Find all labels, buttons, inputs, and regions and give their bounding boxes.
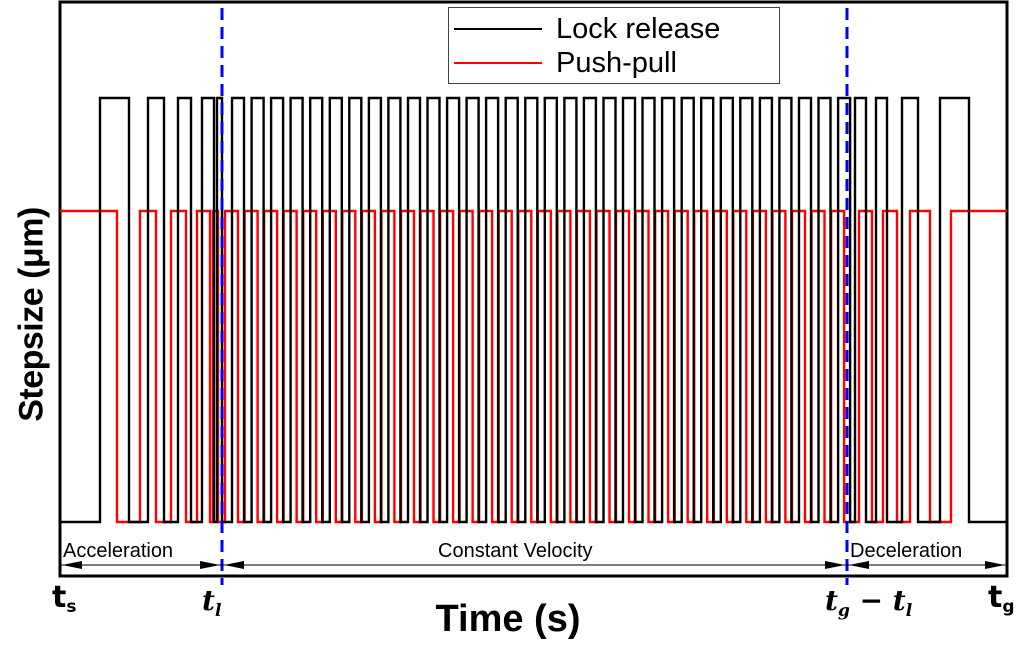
legend-swatch-red (454, 62, 542, 64)
phase-label-deceleration: Deceleration (850, 540, 963, 562)
tick-tg-minus-tl: tg − tl (825, 584, 913, 621)
phase-label-constant: Constant Velocity (438, 540, 593, 562)
legend-label: Lock release (556, 12, 721, 45)
phase-markers (220, 8, 849, 585)
plot-frame (58, 0, 1009, 578)
legend: Lock release Push-pull (448, 7, 780, 84)
y-axis-label: Stepsize (μm) (12, 207, 51, 422)
phase-label-acceleration: Acceleration (63, 540, 174, 562)
tick-tg: tg (988, 580, 1015, 617)
phase-arrows (60, 561, 1007, 569)
legend-item-lock-release: Lock release (449, 12, 720, 46)
legend-item-push-pull: Push-pull (449, 46, 677, 80)
tick-tl: tl (202, 584, 222, 621)
lock-release-series (60, 96, 1007, 524)
legend-swatch-black (454, 28, 542, 30)
x-axis-label: Time (s) (435, 598, 581, 640)
tick-ts: ts (52, 580, 77, 617)
legend-label: Push-pull (556, 46, 677, 79)
